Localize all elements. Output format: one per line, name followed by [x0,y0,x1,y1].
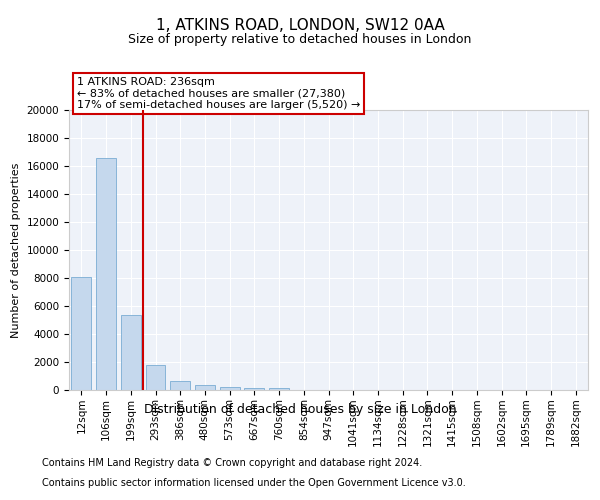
Text: Contains HM Land Registry data © Crown copyright and database right 2024.: Contains HM Land Registry data © Crown c… [42,458,422,468]
Bar [269,388,289,390]
Text: 1, ATKINS ROAD, LONDON, SW12 0AA: 1, ATKINS ROAD, LONDON, SW12 0AA [155,18,445,32]
Bar [195,386,215,390]
Text: 1 ATKINS ROAD: 236sqm
← 83% of detached houses are smaller (27,380)
17% of semi-: 1 ATKINS ROAD: 236sqm ← 83% of detached … [77,77,360,110]
Text: Size of property relative to detached houses in London: Size of property relative to detached ho… [128,32,472,46]
Bar [121,315,140,390]
Bar [220,387,239,390]
Y-axis label: Number of detached properties: Number of detached properties [11,162,21,338]
Text: Contains public sector information licensed under the Open Government Licence v3: Contains public sector information licen… [42,478,466,488]
Bar [96,158,116,390]
Bar [71,276,91,390]
Bar [244,388,264,390]
Text: Distribution of detached houses by size in London: Distribution of detached houses by size … [143,402,457,415]
Bar [146,365,166,390]
Bar [170,381,190,390]
